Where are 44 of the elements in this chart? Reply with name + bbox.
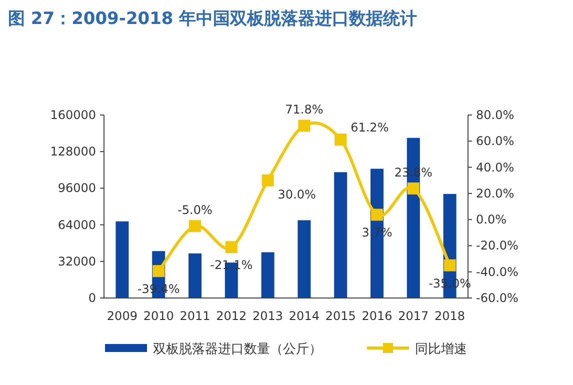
x-tick-label: 2013 [252, 309, 284, 323]
x-tick-label: 2012 [216, 309, 247, 323]
legend-label: 双板脱落器进口数量（公斤） [153, 342, 322, 357]
y-tick-label: 160000 [50, 108, 96, 122]
point [298, 120, 310, 132]
x-tick-label: 2018 [434, 309, 466, 323]
point [334, 134, 347, 146]
x-tick-label: 2011 [180, 309, 210, 323]
point [262, 174, 274, 186]
y-tick-label: 128000 [50, 144, 96, 159]
y-tick-label: 32000 [58, 254, 96, 268]
data-label: 30.0% [278, 187, 316, 202]
y2-tick-label: -60.0% [476, 291, 518, 305]
point [407, 182, 420, 194]
y-tick-label: 96000 [58, 181, 96, 196]
y2-tick-label: 0.0% [476, 212, 506, 227]
chart-title: 图 27：2009-2018 年中国双板脱落器进口数据统计 [8, 9, 418, 29]
bar [261, 252, 274, 298]
legend-label: 同比增速 [415, 342, 467, 357]
y2-tick-label: 20.0% [476, 186, 514, 200]
x-tick-label: 2009 [106, 309, 138, 323]
point [189, 220, 201, 232]
x-tick-label: 2010 [143, 309, 174, 323]
x-tick-label: 2015 [325, 309, 356, 323]
y2-tick-label: -20.0% [476, 238, 518, 253]
data-label: -5.0% [178, 203, 212, 218]
y2-tick-label: -40.0% [476, 264, 518, 279]
point [225, 241, 238, 254]
x-tick-label: 2016 [362, 309, 392, 323]
data-label: 61.2% [350, 120, 389, 135]
point [444, 259, 456, 272]
y2-tick-label: 60.0% [476, 134, 514, 148]
bar [298, 220, 311, 298]
y-tick-label: 0 [88, 291, 96, 305]
point [371, 208, 383, 221]
y2-tick-label: 40.0% [476, 160, 514, 174]
data-label: 71.8% [285, 102, 324, 117]
bar [188, 253, 202, 298]
bar [334, 172, 348, 298]
x-tick-label: 2014 [288, 309, 320, 323]
y-tick-label: 64000 [58, 218, 96, 232]
x-tick-label: 2017 [398, 309, 429, 323]
y2-tick-label: 80.0% [476, 108, 514, 122]
bar [116, 221, 129, 298]
